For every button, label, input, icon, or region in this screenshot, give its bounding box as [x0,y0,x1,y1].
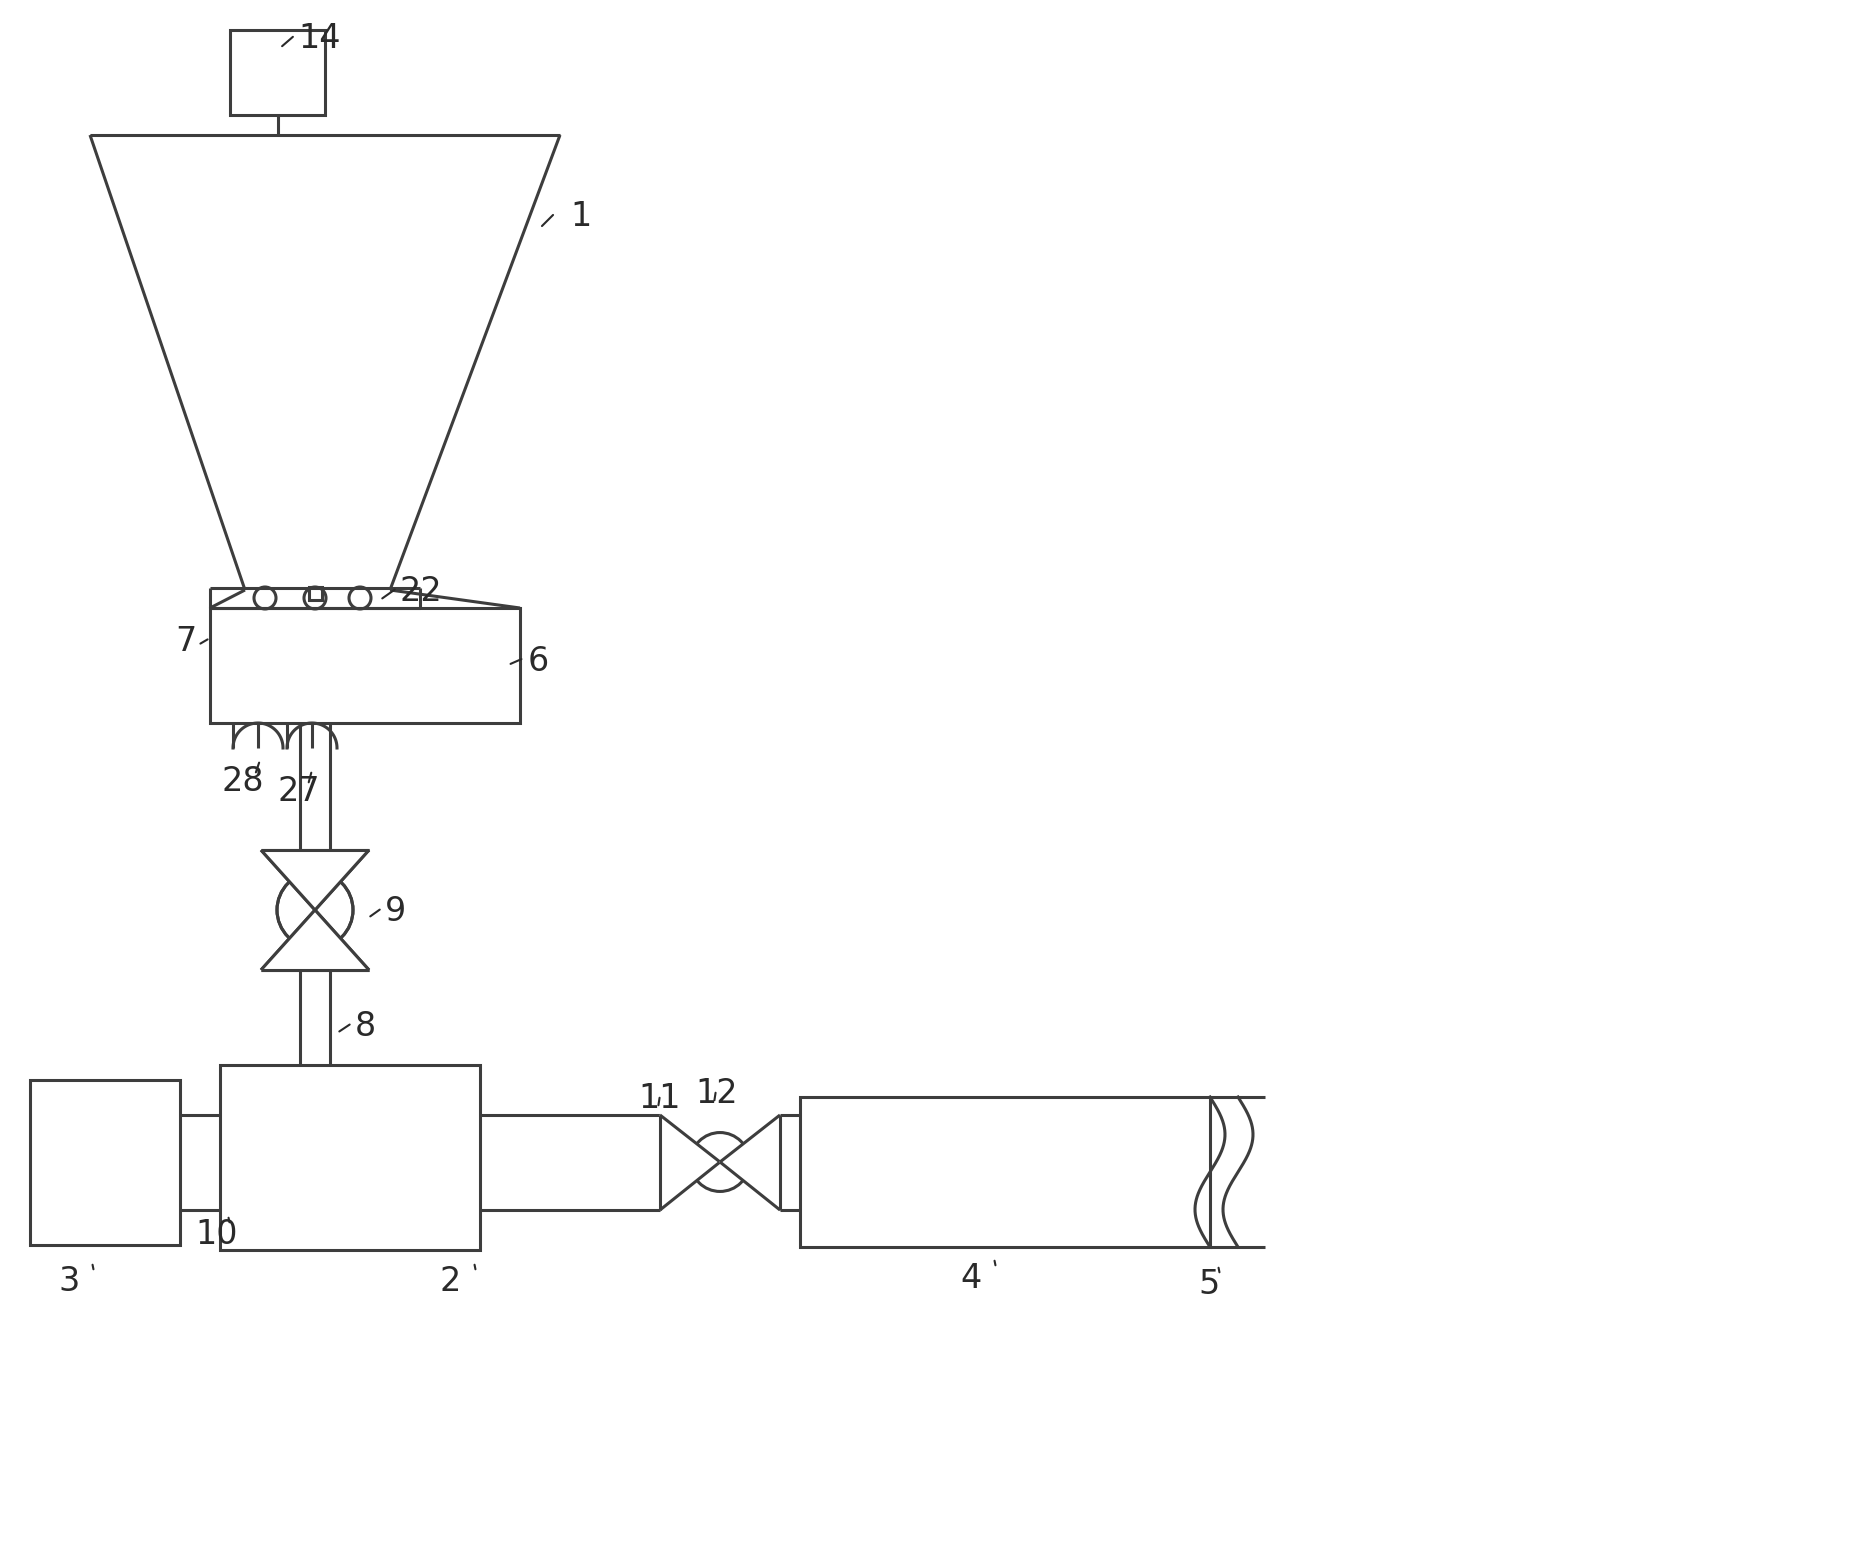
Text: 6: 6 [527,645,549,678]
Bar [229,29,326,115]
Text: 8: 8 [355,1010,376,1042]
Bar [30,1079,179,1245]
Text: 22: 22 [400,575,442,608]
Text: 3: 3 [57,1266,80,1298]
Polygon shape [261,910,368,969]
Text: 2: 2 [440,1266,461,1298]
Polygon shape [660,1115,720,1210]
Text: 10: 10 [194,1218,237,1252]
Text: 5: 5 [1199,1269,1219,1301]
Bar [211,608,520,723]
Polygon shape [720,1115,781,1210]
Text: 7: 7 [176,625,196,658]
Text: 28: 28 [222,765,265,799]
Text: 11: 11 [638,1083,681,1115]
Text: 12: 12 [696,1076,738,1111]
Polygon shape [261,850,368,910]
Bar [309,586,322,600]
Text: 1: 1 [570,200,592,233]
Text: 27: 27 [278,776,320,808]
Bar [799,1097,1210,1247]
Text: 4: 4 [960,1263,980,1295]
Text: 9: 9 [385,895,407,927]
Text: 14: 14 [298,22,340,54]
Bar [220,1066,479,1250]
